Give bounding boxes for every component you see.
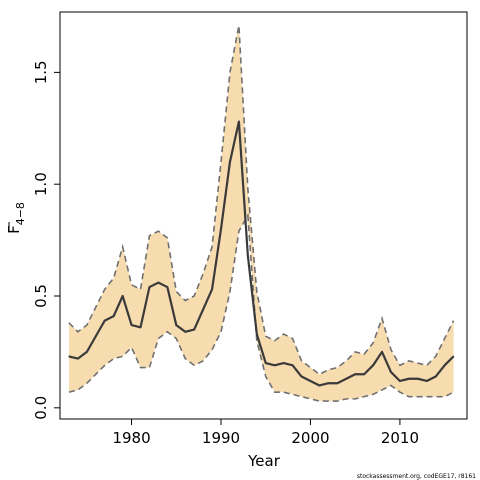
y-axis: 0.0 0.5 1.0 1.5 [32, 60, 60, 420]
estimate-point [77, 358, 79, 360]
estimate-point [363, 373, 365, 375]
estimate-point [309, 380, 312, 382]
estimate-point [211, 288, 213, 290]
y-tick-label: 0.0 [32, 396, 50, 420]
estimate-point [345, 378, 347, 380]
estimate-point [390, 371, 392, 373]
estimate-point [175, 324, 177, 326]
y-tick-label: 1.0 [32, 172, 50, 196]
x-axis: 1980 1990 2000 2010 [112, 419, 419, 447]
estimate-point [68, 355, 70, 357]
estimate-point [417, 378, 419, 380]
estimate-point [265, 362, 267, 364]
estimate-point [148, 286, 151, 288]
estimate-point [238, 120, 240, 123]
y-axis-title: F4−8 [5, 202, 27, 234]
estimate-point [372, 364, 374, 366]
estimate-point [354, 373, 356, 375]
estimate-point [399, 380, 401, 382]
estimate-point [274, 364, 276, 366]
x-tick-label: 1980 [112, 429, 150, 447]
estimate-point [327, 382, 329, 384]
estimate-point [130, 324, 133, 326]
x-tick-label: 2000 [291, 429, 329, 447]
estimate-point [220, 228, 222, 230]
estimate-point [229, 161, 231, 163]
estimate-point [139, 326, 142, 328]
estimate-point [435, 375, 437, 378]
estimate-point [452, 355, 455, 357]
estimate-point [166, 286, 168, 288]
estimate-point [300, 375, 303, 378]
estimate-point [122, 295, 124, 297]
estimate-point [408, 378, 410, 380]
y-axis-title-subscript: 4−8 [14, 202, 27, 225]
y-tick-label: 1.5 [32, 60, 50, 84]
upper-bound-line [68, 25, 455, 376]
estimate-point [336, 382, 338, 384]
x-axis-title: Year [247, 452, 281, 470]
estimate-point [291, 364, 294, 366]
estimate-point [283, 362, 285, 364]
y-tick-label: 0.5 [32, 284, 50, 308]
estimate-point [444, 364, 446, 366]
estimate-point [104, 320, 106, 322]
y-axis-title-main: F [5, 225, 23, 234]
estimate-point [318, 384, 321, 387]
estimate-line [68, 120, 455, 387]
lower-bound-line [68, 212, 454, 402]
estimate-point [247, 255, 249, 257]
credit-text: stockassessment.org, codEGE17, r8161 [357, 473, 476, 480]
estimate-point [113, 315, 115, 317]
estimate-point [157, 281, 159, 284]
estimate-point [381, 351, 383, 353]
x-tick-label: 2010 [381, 429, 419, 447]
confidence-band [68, 25, 454, 402]
estimate-point [86, 351, 88, 353]
estimate-point [184, 331, 186, 333]
estimate-point [193, 328, 195, 331]
estimate-point [426, 380, 428, 382]
svg-text:F4−8: F4−8 [5, 202, 27, 234]
plot-frame [59, 11, 468, 420]
estimate-point [256, 333, 258, 335]
estimate-point [202, 308, 204, 311]
estimate-point [95, 335, 97, 337]
x-tick-label: 1990 [202, 429, 240, 447]
plot-area [68, 25, 455, 402]
